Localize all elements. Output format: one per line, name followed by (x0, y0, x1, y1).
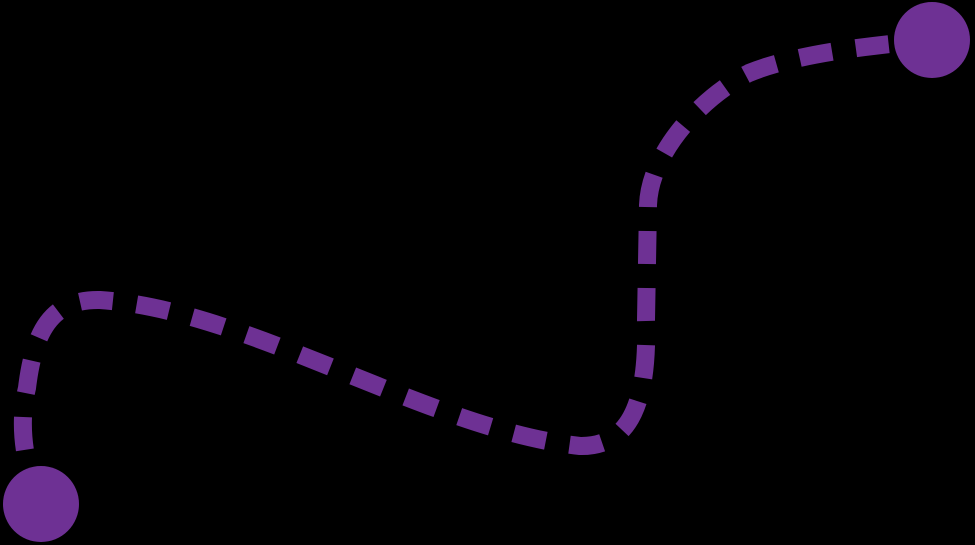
end-point-dot-icon (894, 2, 970, 78)
dashed-route-path-icon (13, 31, 933, 509)
start-point-dot-icon (3, 466, 79, 542)
